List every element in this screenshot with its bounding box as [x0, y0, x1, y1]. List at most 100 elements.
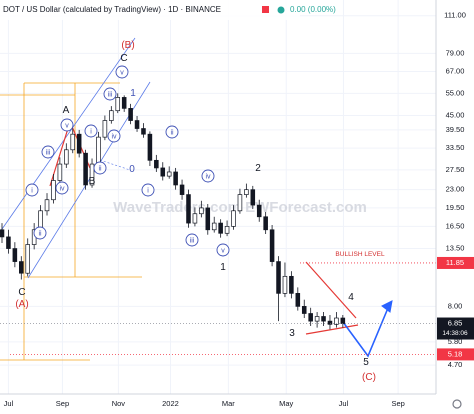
- wave-label: iv: [111, 133, 117, 140]
- candle-body: [147, 133, 153, 161]
- wave-circle: [107, 129, 121, 143]
- wave-label: 5: [363, 357, 369, 368]
- wave-label: ii: [98, 165, 102, 172]
- x-tick-label: Jul: [4, 399, 14, 408]
- wave-circle: [93, 161, 107, 175]
- wave-label: 4: [348, 292, 354, 303]
- status-dot: [277, 6, 285, 14]
- wave-label: v: [120, 69, 124, 76]
- wave-label: BULLISH LEVEL: [335, 251, 385, 258]
- candle-body: [96, 136, 101, 165]
- y-tick-label: 67.00: [446, 67, 465, 76]
- candle-body: [282, 275, 288, 294]
- candle-body: [269, 229, 275, 262]
- last-price-badge: [437, 317, 474, 340]
- wave-label: iii: [46, 149, 51, 156]
- y-tick-label: 39.50: [446, 125, 465, 134]
- candle-body: [115, 97, 121, 112]
- price-change: 0.00 (0.00%): [290, 5, 336, 14]
- candle-body: [83, 152, 88, 186]
- x-tick-label: Sep: [56, 399, 69, 408]
- level-label: 11.85: [446, 258, 464, 267]
- wave-circle: [84, 124, 98, 138]
- wave-circle: [185, 233, 199, 247]
- wave-circle: [55, 181, 69, 195]
- x-tick-label: Jul: [339, 399, 349, 408]
- axes: 111.00 79.00 67.00 55.00 45.00 39.50 33.50 27.5…: [4, 11, 474, 408]
- candle-body: [237, 194, 243, 212]
- y-tick-label: 4.70: [448, 360, 463, 369]
- candle-body: [70, 133, 76, 151]
- level-label: 5.18: [448, 349, 463, 358]
- candle-body: [199, 207, 204, 215]
- wave-circle: [25, 183, 39, 197]
- wave-label: i: [31, 187, 33, 194]
- y-tick-label: 111.00: [444, 11, 466, 20]
- y-tick-label: 8.00: [448, 301, 463, 310]
- candle-body: [244, 189, 249, 195]
- y-tick-label: 19.50: [446, 203, 465, 212]
- wave-circle: [141, 183, 155, 197]
- wave-label: ii: [38, 230, 42, 237]
- candle-body: [64, 149, 69, 165]
- candle-body: [51, 180, 56, 201]
- wave-label: i: [90, 128, 92, 135]
- wave-label: v: [221, 247, 225, 254]
- wave-label: i: [147, 187, 149, 194]
- flag-icon[interactable]: [262, 6, 269, 13]
- candle-body: [314, 316, 320, 322]
- grid: [0, 0, 436, 394]
- wave-label: iii: [190, 237, 195, 244]
- y-tick-label: 13.50: [446, 244, 465, 253]
- symbol-title: DOT / US Dollar (calculated by TradingVi…: [3, 5, 221, 14]
- candle-body: [0, 229, 5, 238]
- x-tick-label: 2022: [162, 399, 179, 408]
- candle-body: [295, 293, 301, 307]
- candle-body: [321, 316, 326, 322]
- wave-circle: [41, 145, 55, 159]
- candle-body: [19, 261, 24, 274]
- candle-body: [121, 97, 127, 109]
- candle-body: [6, 236, 11, 249]
- wave-label: ii: [170, 129, 174, 136]
- candle-body: [192, 213, 198, 224]
- wave-circle: [103, 87, 117, 101]
- wave-circle: [60, 118, 74, 132]
- wave-label: C: [120, 53, 127, 64]
- candle-body: [128, 108, 133, 121]
- candle-body: [256, 204, 262, 218]
- wave-circle: [33, 226, 47, 240]
- x-tick-label: Sep: [391, 399, 404, 408]
- wave-label: (A): [15, 299, 28, 310]
- level-badge: [437, 348, 474, 361]
- level-badge: [437, 256, 474, 269]
- candle-body: [224, 226, 230, 234]
- candle-body: [141, 128, 146, 135]
- wave-label: (C): [362, 372, 376, 383]
- settings-icon[interactable]: [452, 399, 462, 409]
- candle-body: [89, 163, 95, 186]
- candle-body: [218, 222, 223, 234]
- candle-body: [276, 261, 281, 294]
- y-tick-label: 55.00: [446, 88, 465, 97]
- candle-body: [134, 120, 140, 129]
- candle-body: [173, 171, 178, 186]
- candle-body: [109, 110, 114, 121]
- countdown: 14:38:06: [442, 330, 468, 337]
- candle-body: [154, 159, 159, 169]
- wave-circle: [165, 125, 179, 139]
- candle-body: [340, 317, 346, 324]
- y-tick-label: 33.50: [446, 143, 465, 152]
- candle-body: [25, 244, 31, 274]
- candle-body: [231, 210, 236, 227]
- candles: [0, 93, 436, 355]
- wave-label: A: [63, 105, 70, 116]
- wave-label: 2: [255, 163, 261, 174]
- y-tick-label: 79.00: [446, 48, 465, 57]
- header-bg: [0, 0, 300, 20]
- y-tick-label: 5.80: [448, 337, 463, 346]
- candle-body: [308, 313, 313, 322]
